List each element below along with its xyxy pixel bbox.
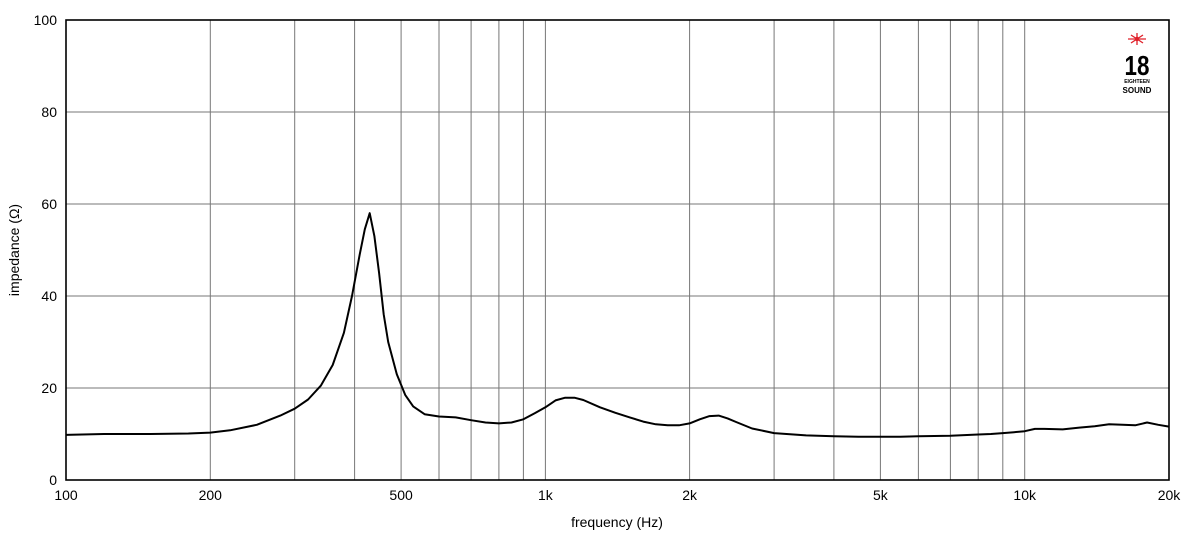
- y-tick-label: 20: [41, 380, 57, 396]
- y-axis-ticks: 0 20 40 60 80 100: [34, 12, 58, 488]
- x-axis-title: frequency (Hz): [571, 514, 663, 530]
- x-tick-label: 100: [54, 487, 78, 503]
- y-tick-label: 0: [49, 472, 57, 488]
- x-tick-label: 10k: [1013, 487, 1037, 503]
- impedance-curve: [65, 212, 1170, 438]
- y-tick-label: 40: [41, 288, 57, 304]
- series: [65, 212, 1170, 438]
- y-tick-label: 80: [41, 104, 57, 120]
- plot-frame: [65, 19, 1170, 481]
- logo-line-sound: SOUND: [1123, 86, 1152, 95]
- x-tick-label: 5k: [873, 487, 889, 503]
- x-tick-label: 2k: [682, 487, 698, 503]
- plot-background: [66, 20, 1169, 480]
- eighteen-sound-logo: 18 EIGHTEEN SOUND: [1123, 33, 1152, 95]
- y-tick-label: 100: [34, 12, 58, 28]
- logo-line-eighteen: EIGHTEEN: [1124, 79, 1150, 85]
- x-tick-label: 20k: [1158, 487, 1182, 503]
- y-axis-title: impedance (Ω): [6, 204, 22, 296]
- x-tick-label: 500: [389, 487, 413, 503]
- x-axis-ticks: 100 200 500 1k 2k 5k 10k 20k: [54, 487, 1181, 503]
- x-tick-label: 1k: [538, 487, 554, 503]
- logo-number: 18: [1125, 51, 1150, 82]
- y-tick-label: 60: [41, 196, 57, 212]
- red-star-icon: [1128, 33, 1146, 45]
- grid: [66, 20, 1169, 480]
- x-tick-label: 200: [199, 487, 223, 503]
